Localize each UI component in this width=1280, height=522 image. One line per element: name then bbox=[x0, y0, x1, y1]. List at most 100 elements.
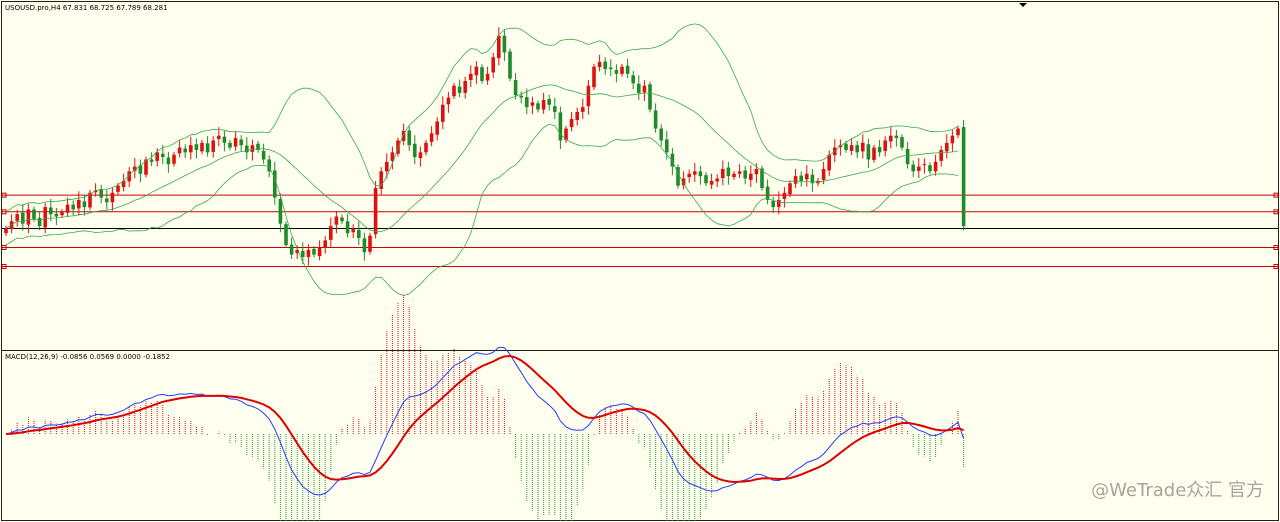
candle-body bbox=[614, 70, 619, 74]
candle-body bbox=[334, 216, 339, 225]
candle-body bbox=[575, 111, 579, 120]
candle-body bbox=[435, 121, 439, 135]
level-marker-left bbox=[1, 244, 7, 250]
candle-body bbox=[810, 174, 815, 184]
macd-pane[interactable] bbox=[1, 350, 1279, 521]
candle-body bbox=[911, 164, 915, 172]
candle-body bbox=[631, 75, 635, 84]
candle-body bbox=[138, 165, 143, 174]
candle-body bbox=[525, 97, 529, 108]
candle-body bbox=[933, 161, 938, 172]
candle-body bbox=[284, 224, 288, 246]
candle-body bbox=[564, 128, 568, 140]
candle-body bbox=[749, 173, 753, 180]
candle-body bbox=[127, 171, 131, 182]
candle-body bbox=[726, 167, 731, 177]
candle-body bbox=[452, 85, 456, 97]
candle-body bbox=[883, 140, 887, 151]
candle-body bbox=[681, 178, 686, 186]
chart-shift-marker bbox=[1019, 3, 1027, 7]
candle-body bbox=[553, 106, 557, 112]
candle-body bbox=[49, 207, 53, 215]
candle-body bbox=[54, 213, 59, 217]
candle-body bbox=[21, 212, 25, 224]
candle-body bbox=[721, 168, 725, 179]
candle-body bbox=[105, 198, 109, 203]
candle-body bbox=[950, 135, 955, 144]
candle-body bbox=[603, 61, 607, 70]
candle-body bbox=[519, 95, 523, 98]
candle-body bbox=[211, 140, 215, 152]
candle-body bbox=[245, 145, 249, 153]
candle-body bbox=[502, 35, 507, 53]
candle-body bbox=[513, 80, 518, 96]
candle-body bbox=[217, 135, 221, 140]
candle-body bbox=[323, 240, 327, 248]
candle-body bbox=[469, 73, 473, 81]
candle-body bbox=[922, 164, 927, 166]
level-marker-right bbox=[1273, 264, 1279, 270]
candle-body bbox=[233, 138, 238, 147]
candle-body bbox=[144, 159, 148, 175]
candle-body bbox=[161, 153, 165, 158]
candle-body bbox=[82, 201, 87, 208]
candle-body bbox=[4, 228, 8, 234]
candle-body bbox=[536, 103, 540, 110]
candle-body bbox=[306, 249, 311, 257]
candle-body bbox=[474, 66, 479, 76]
bollinger-middle-band bbox=[5, 84, 959, 232]
candle-body bbox=[665, 139, 669, 153]
candle-body bbox=[704, 175, 708, 184]
level-marker-right bbox=[1273, 209, 1279, 215]
candle-body bbox=[642, 85, 647, 93]
candle-body bbox=[351, 228, 355, 233]
candle-body bbox=[261, 150, 266, 160]
candle-body bbox=[329, 226, 333, 240]
candle-body bbox=[463, 80, 467, 93]
candle-body bbox=[670, 153, 675, 167]
candle-body bbox=[446, 97, 451, 105]
candle-body bbox=[155, 152, 159, 161]
candle-body bbox=[693, 171, 697, 175]
candle-body bbox=[194, 144, 199, 150]
candle-body bbox=[256, 143, 260, 150]
candle-body bbox=[317, 247, 322, 257]
candle-body bbox=[407, 130, 411, 146]
candle-body bbox=[250, 145, 255, 152]
candle-body bbox=[278, 198, 283, 224]
candle-body bbox=[620, 66, 624, 74]
candle-body bbox=[961, 127, 966, 227]
candle-body bbox=[177, 147, 182, 154]
candle-body bbox=[340, 217, 344, 222]
candle-body bbox=[485, 73, 490, 81]
candle-body bbox=[558, 112, 563, 141]
candle-body bbox=[379, 171, 383, 189]
candle-body bbox=[782, 192, 787, 199]
candle-body bbox=[732, 173, 736, 178]
candle-body bbox=[715, 178, 719, 182]
candle-body bbox=[457, 86, 462, 93]
candle-body bbox=[480, 67, 484, 81]
candle-body bbox=[737, 171, 742, 174]
candle-body bbox=[172, 154, 176, 164]
candle-body bbox=[827, 154, 831, 171]
candle-body bbox=[855, 145, 859, 153]
candle-body bbox=[760, 168, 764, 189]
candle-body bbox=[793, 176, 798, 184]
candle-body bbox=[385, 161, 389, 172]
candle-body bbox=[581, 107, 585, 112]
candle-body bbox=[872, 147, 876, 160]
watermark-text: @WeTrade众汇 官方 bbox=[1091, 480, 1264, 501]
candle-body bbox=[373, 188, 378, 235]
candle-body bbox=[15, 214, 19, 221]
candle-body bbox=[877, 147, 882, 153]
candle-body bbox=[597, 61, 602, 68]
candle-body bbox=[441, 104, 445, 122]
candle-body bbox=[777, 199, 781, 208]
candle-body bbox=[424, 142, 428, 153]
candle-body bbox=[508, 51, 512, 79]
candle-body bbox=[889, 135, 893, 142]
candle-body bbox=[698, 171, 703, 177]
